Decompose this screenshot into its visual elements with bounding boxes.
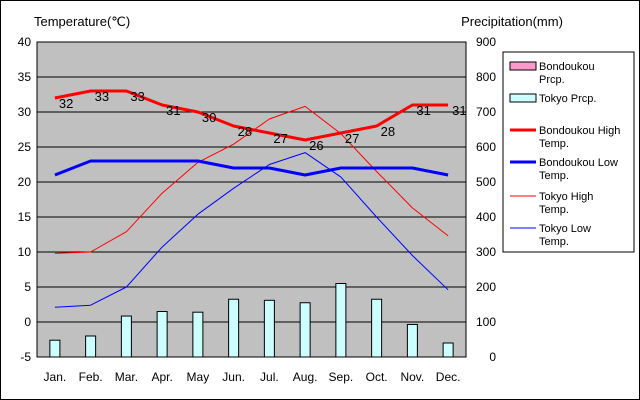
- x-tick-label: Jul.: [260, 370, 279, 384]
- precip-bar: [335, 283, 347, 358]
- precip-bar: [49, 339, 61, 358]
- data-label: 27: [345, 131, 359, 146]
- x-tick-label: Jan.: [44, 370, 67, 384]
- precip-bar: [371, 298, 383, 358]
- precip-bar: [228, 298, 240, 358]
- x-tick-label: Dec.: [436, 370, 461, 384]
- series-line: [54, 152, 449, 308]
- legend-label: Tokyo High Temp.: [539, 191, 593, 216]
- data-label: 28: [381, 124, 395, 139]
- right-tick-label: 100: [476, 315, 496, 329]
- right-tick-label: 300: [476, 245, 496, 259]
- data-label: 27: [273, 131, 287, 146]
- right-tick-label: 200: [476, 280, 496, 294]
- plot-background: [37, 42, 466, 357]
- right-tick-label: 900: [476, 35, 496, 49]
- x-tick-label: Aug.: [293, 370, 318, 384]
- right-tick-label: 500: [476, 175, 496, 189]
- x-tick-label: Feb.: [79, 370, 103, 384]
- series-line: [54, 105, 449, 254]
- right-tick-label: 400: [476, 210, 496, 224]
- precip-bar: [442, 342, 454, 358]
- data-label: 33: [130, 89, 144, 104]
- left-tick-label: -5: [20, 350, 31, 364]
- legend-box: [502, 51, 635, 253]
- legend-label: Tokyo Prcp.: [539, 93, 596, 105]
- left-tick-label: 0: [24, 315, 31, 329]
- precip-bar: [85, 335, 97, 358]
- x-tick-label: Oct.: [366, 370, 388, 384]
- x-tick-label: Sep.: [329, 370, 354, 384]
- left-tick-label: 5: [24, 280, 31, 294]
- x-tick-label: Jun.: [222, 370, 245, 384]
- left-tick-label: 35: [18, 70, 32, 84]
- legend-swatch: [509, 93, 537, 103]
- data-label: 31: [166, 103, 180, 118]
- data-label: 30: [202, 110, 216, 125]
- legend-swatch: [509, 61, 537, 71]
- right-axis-title: Precipitation(mm): [461, 14, 563, 29]
- precip-bar: [406, 323, 418, 358]
- data-label: 32: [59, 96, 73, 111]
- precip-bar: [299, 302, 311, 358]
- plot-area: -505101520253035400100200300400500600700…: [18, 35, 497, 384]
- left-tick-label: 30: [18, 105, 32, 119]
- legend-label: Bondoukou Prcp.: [539, 61, 595, 86]
- precip-bar: [263, 299, 275, 358]
- x-tick-label: Nov.: [400, 370, 424, 384]
- x-tick-label: Mar.: [115, 370, 138, 384]
- legend: Bondoukou Prcp. Tokyo Prcp. Bondoukou High T…: [502, 51, 635, 253]
- legend-label: Bondoukou High Temp.: [539, 125, 620, 150]
- left-tick-label: 20: [18, 175, 32, 189]
- left-tick-label: 25: [18, 140, 32, 154]
- left-tick-label: 15: [18, 210, 32, 224]
- right-tick-label: 800: [476, 70, 496, 84]
- precip-bar: [156, 311, 168, 358]
- data-label: 28: [238, 124, 252, 139]
- left-tick-label: 10: [18, 245, 32, 259]
- left-tick-label: 40: [18, 35, 32, 49]
- x-tick-label: Apr.: [151, 370, 172, 384]
- left-axis-title: Temperature(℃): [34, 14, 130, 29]
- series-line: [54, 159, 449, 177]
- legend-label: Bondoukou Low Temp.: [539, 157, 618, 182]
- data-label: 26: [309, 138, 323, 153]
- right-tick-label: 600: [476, 140, 496, 154]
- legend-label: Tokyo Low Temp.: [539, 223, 591, 248]
- data-label: 31: [416, 103, 430, 118]
- precip-bar: [192, 311, 204, 358]
- data-label: 31: [452, 103, 466, 118]
- data-label: 33: [95, 89, 109, 104]
- plot-border: [36, 41, 467, 358]
- right-tick-label: 0: [489, 350, 496, 364]
- right-tick-label: 700: [476, 105, 496, 119]
- x-tick-label: May: [187, 370, 210, 384]
- series-line: [54, 89, 449, 142]
- precip-bar: [120, 315, 132, 358]
